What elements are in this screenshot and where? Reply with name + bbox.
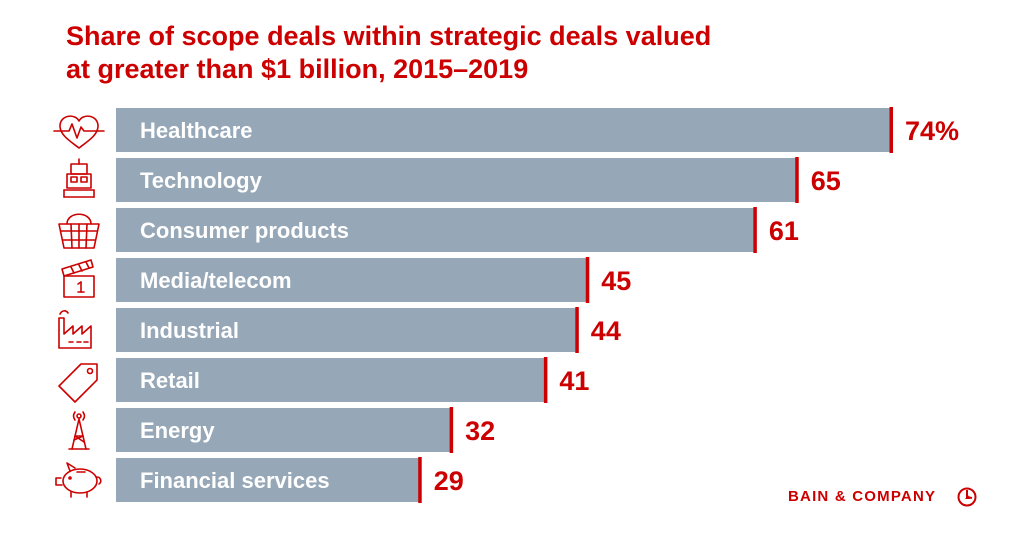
- value-label-4: 44: [591, 316, 621, 346]
- bar-1: [116, 158, 797, 202]
- clapperboard-icon-stroke: [61, 259, 94, 277]
- shopping-basket-icon-stroke: [66, 213, 92, 225]
- bar-label-4: Industrial: [140, 318, 239, 343]
- factory-icon-stroke: [58, 317, 92, 349]
- value-label-7: 29: [434, 466, 464, 496]
- chart-title-line-2: at greater than $1 billion, 2015–2019: [66, 54, 529, 84]
- bar-end-marker-7: [418, 457, 422, 503]
- value-label-1: 65: [811, 166, 841, 196]
- energy-tower-icon-stroke: [71, 418, 87, 450]
- energy-tower-icon-stroke: [82, 411, 86, 421]
- clapperboard-icon-stroke: [85, 261, 90, 269]
- robot-icon-stroke: [70, 176, 78, 183]
- piggy-bank-icon-stroke: [66, 462, 76, 472]
- value-label-0: 74%: [905, 116, 959, 146]
- bar-end-marker-5: [543, 357, 548, 403]
- clapperboard-icon-stroke: [77, 281, 82, 285]
- piggy-bank-icon-stroke: [96, 476, 102, 485]
- factory-icon: [58, 310, 92, 349]
- bar-label-5: Retail: [140, 368, 200, 393]
- shopping-basket-icon-stroke: [70, 223, 73, 249]
- bar-label-2: Consumer products: [140, 218, 349, 243]
- clapperboard-icon-stroke: [78, 264, 83, 272]
- bar-5: [116, 358, 546, 402]
- bar-end-marker-4: [575, 307, 579, 353]
- energy-tower-icon-stroke: [76, 413, 82, 419]
- value-label-6: 32: [465, 416, 495, 446]
- price-tag-icon: [58, 363, 98, 403]
- brand-logo-icon: [957, 487, 977, 507]
- piggy-bank-icon-stroke: [68, 476, 72, 480]
- energy-tower-icon-stroke: [74, 435, 85, 443]
- piggy-bank-icon-stroke: [55, 477, 63, 486]
- bar-end-marker-2: [753, 207, 757, 253]
- heart-pulse-icon-stroke: [59, 115, 99, 149]
- factory-icon-stroke: [59, 310, 69, 315]
- bar-4: [116, 308, 577, 352]
- value-label-5: 41: [559, 366, 589, 396]
- brand-logo-text: BAIN & COMPANY: [788, 488, 937, 505]
- bar-end-marker-3: [585, 257, 590, 303]
- robot-icon-stroke: [80, 176, 88, 183]
- energy-tower-icon: [68, 411, 90, 450]
- price-tag-icon-stroke: [86, 367, 94, 375]
- piggy-bank-icon: [55, 462, 102, 498]
- bar-end-marker-0: [889, 107, 893, 153]
- piggy-bank-icon-stroke: [62, 468, 98, 494]
- clapperboard-icon-stroke: [70, 266, 75, 274]
- value-label-2: 61: [769, 216, 799, 246]
- bar-2: [116, 208, 755, 252]
- clapperboard-icon: [61, 259, 95, 298]
- shopping-basket-icon: [58, 213, 100, 249]
- shopping-basket-icon-stroke: [85, 223, 88, 249]
- chart-title-line-1: Share of scope deals within strategic de…: [66, 21, 712, 51]
- bar-6: [116, 408, 452, 452]
- price-tag-icon-stroke: [58, 363, 98, 403]
- bar-label-7: Financial services: [140, 468, 330, 493]
- clapperboard-icon-stroke: [63, 275, 95, 298]
- heart-pulse-icon-stroke: [53, 123, 105, 139]
- heart-pulse-icon: [53, 115, 105, 149]
- bar-label-3: Media/telecom: [140, 268, 292, 293]
- bar-label-1: Technology: [140, 168, 263, 193]
- bar-3: [116, 258, 588, 302]
- bar-end-marker-1: [795, 157, 799, 203]
- value-label-3: 45: [601, 266, 631, 296]
- robot-icon: [63, 158, 95, 198]
- bar-label-6: Energy: [140, 418, 215, 443]
- bar-7: [116, 458, 420, 502]
- chart-title: Share of scope deals within strategic de…: [66, 20, 966, 86]
- energy-tower-icon-stroke: [72, 411, 76, 421]
- bar-label-0: Healthcare: [140, 118, 253, 143]
- bar-end-marker-6: [449, 407, 454, 453]
- bar-0: [116, 108, 891, 152]
- robot-icon-stroke: [66, 173, 92, 189]
- robot-icon-stroke: [70, 163, 88, 175]
